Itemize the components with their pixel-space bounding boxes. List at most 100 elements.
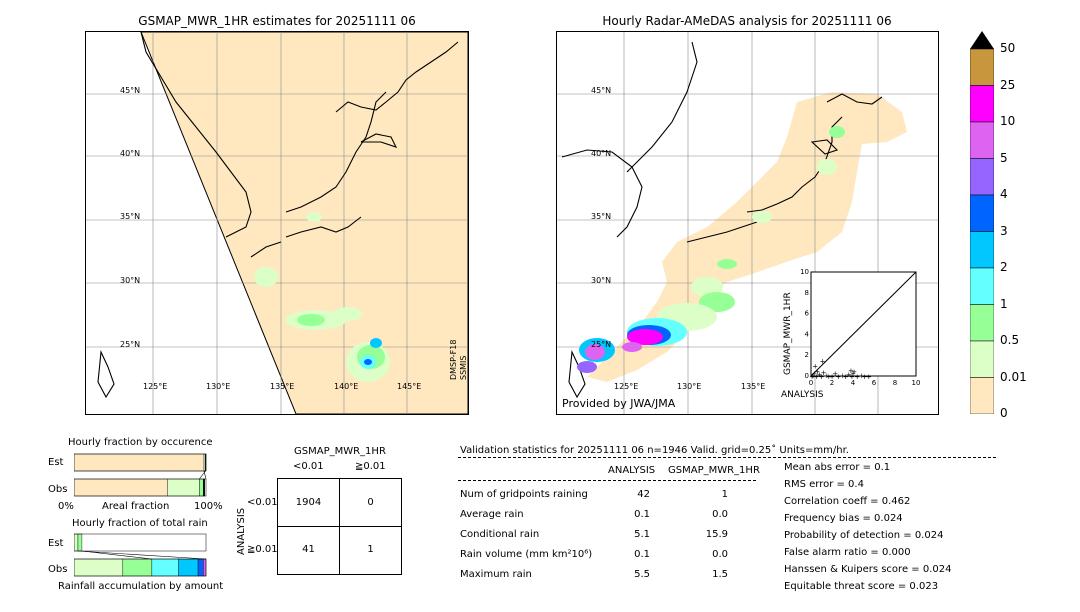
score-freq-bias: Frequency bias = 0.024 [784,513,903,524]
scatter-y-tick: 8 [805,289,809,297]
stat-gsmap: 0.0 [712,509,728,520]
right-map-title: Hourly Radar-AMeDAS analysis for 2025111… [602,14,892,28]
validation-col-gsmap: GSMAP_MWR_1HR [668,465,760,476]
scatter-point: + [819,373,825,381]
left-map: 45°N 40°N 35°N 30°N 25°N 125°E 130°E 135… [85,31,469,415]
bar-segment [74,558,124,577]
colorbar-tick-label: 25 [1000,77,1016,92]
scatter-points: ++++++++++++++++++++++++++ [809,357,872,381]
colorbar-tick-label: 0.5 [1000,333,1020,347]
score-ets: Equitable threat score = 0.023 [784,581,939,592]
bar-connector [199,470,206,480]
scatter-point: + [813,373,819,381]
occurrence-xlabel: Areal fraction [102,501,170,512]
scatter-point: + [862,373,868,381]
lon-label-130: 130°E [206,382,231,391]
stat-analysis: 0.1 [634,509,650,520]
bar-segment [74,533,79,552]
scatter-point: + [835,373,841,381]
scatter-point: + [843,373,849,381]
bar-segment [199,478,204,497]
coastline [97,32,459,399]
rainfall-label-est: Est [48,538,64,549]
rainfall-chart [74,533,207,577]
scatter-point: + [826,373,832,381]
bar-segment [74,453,205,472]
colorbar-tick-label: 0 [1000,406,1008,420]
scatter-point: + [821,369,827,377]
satellite-label: DMSP-F18 [449,339,458,380]
occurrence-chart [74,453,207,497]
scatter-point: + [816,371,822,379]
score-corr: Correlation coeff = 0.462 [784,496,911,507]
score-rms: RMS error = 0.4 [784,479,864,490]
graticule [86,32,468,414]
bar-outline [74,558,207,577]
scatter-point: + [851,368,857,376]
validation-subdivider [458,480,756,481]
lat-label-35: 35°N [120,212,141,221]
colorbar-canvas [969,31,995,415]
scatter-point: + [814,368,820,376]
bar-segment [203,478,205,497]
scatter-point: + [854,373,860,381]
scatter-point: + [849,373,855,381]
scatter-point: + [829,373,835,381]
bar-segment [151,558,179,577]
colorbar-tick-label: 0.01 [1000,369,1027,384]
lon-label-135: 135°E [270,382,295,391]
right-map: + + + + + + + + + + + + + + + + + + + + + + + + + + 0 2 4 6 8 10 0 2 4 6 8… [556,31,939,415]
colorbar-tick-label: 1 [1000,296,1008,311]
score-pod: Probability of detection = 0.024 [784,530,944,541]
bar-outline [74,533,207,552]
occurrence-label-est: Est [48,457,64,468]
scatter-point: + [812,363,818,371]
bar-outline [74,453,207,472]
data-credit: Provided by JWA/JMA [562,397,676,410]
contingency-hline [278,526,401,527]
bar-connector [81,550,152,560]
stat-label: Conditional rain [460,529,540,540]
inset-scatter: ++++++++++++++++++++++++++ 0 2 4 6 8 10 0 2 4 6 8… [800,268,920,387]
colorbar-tick-label: 50 [1000,41,1016,55]
left-map-canvas [86,32,468,414]
stat-analysis: 5.1 [634,529,650,540]
scatter-point: + [846,371,852,379]
lon-label-135: 135°E [741,382,766,391]
scatter-point: + [820,357,826,365]
colorbar-bin [969,377,995,415]
satellite-sensor-label: DMSP-F18 [449,340,458,380]
colorbar-bin [969,85,995,123]
contingency-row-lt: <0.01 [247,497,278,508]
score-far: False alarm ratio = 0.000 [784,547,911,558]
occurrence-chart-title: Hourly fraction by occurence [68,437,213,448]
stat-label: Average rain [460,509,524,520]
colorbar-bins [969,48,995,415]
contingency-row-ge: ≧0.01 [247,544,278,555]
score-mae: Mean abs error = 0.1 [784,462,891,473]
rainfall-xlabel: Rainfall accumulation by amount [58,581,224,592]
stat-analysis: 5.5 [634,569,650,580]
contingency-col-lt: <0.01 [293,461,324,472]
satellite-swath [140,32,468,414]
contingency-col-ge: ≧0.01 [355,461,386,472]
stat-label: Rain volume (mm km²10⁶) [460,549,593,560]
colorbar-tick-label: 10 [1000,114,1016,128]
bar-segment [77,533,83,552]
occurrence-xtick-left: 0% [58,501,74,512]
lon-label-125: 125°E [614,382,639,391]
occurrence-label-obs: Obs [48,484,68,495]
scatter-y-tick: 6 [805,310,810,318]
colorbar-extend-arrow [970,31,994,49]
scatter-point: + [866,373,872,381]
stat-label: Num of gridpoints raining [460,489,588,500]
scatter-x-tick: 8 [893,379,897,387]
lat-label-30: 30°N [591,276,612,285]
scatter-y-ticks: 0 2 4 6 8 10 [800,268,809,380]
contingency-cell-b: 0 [367,497,374,508]
scatter-x-tick: 10 [912,379,921,387]
validation-header: Validation statistics for 20251111 06 n=… [460,445,849,456]
bar-segment [197,558,204,577]
inset-xlabel: ANALYSIS [781,390,824,400]
contingency-row-axis: ANALYSIS [236,507,247,555]
